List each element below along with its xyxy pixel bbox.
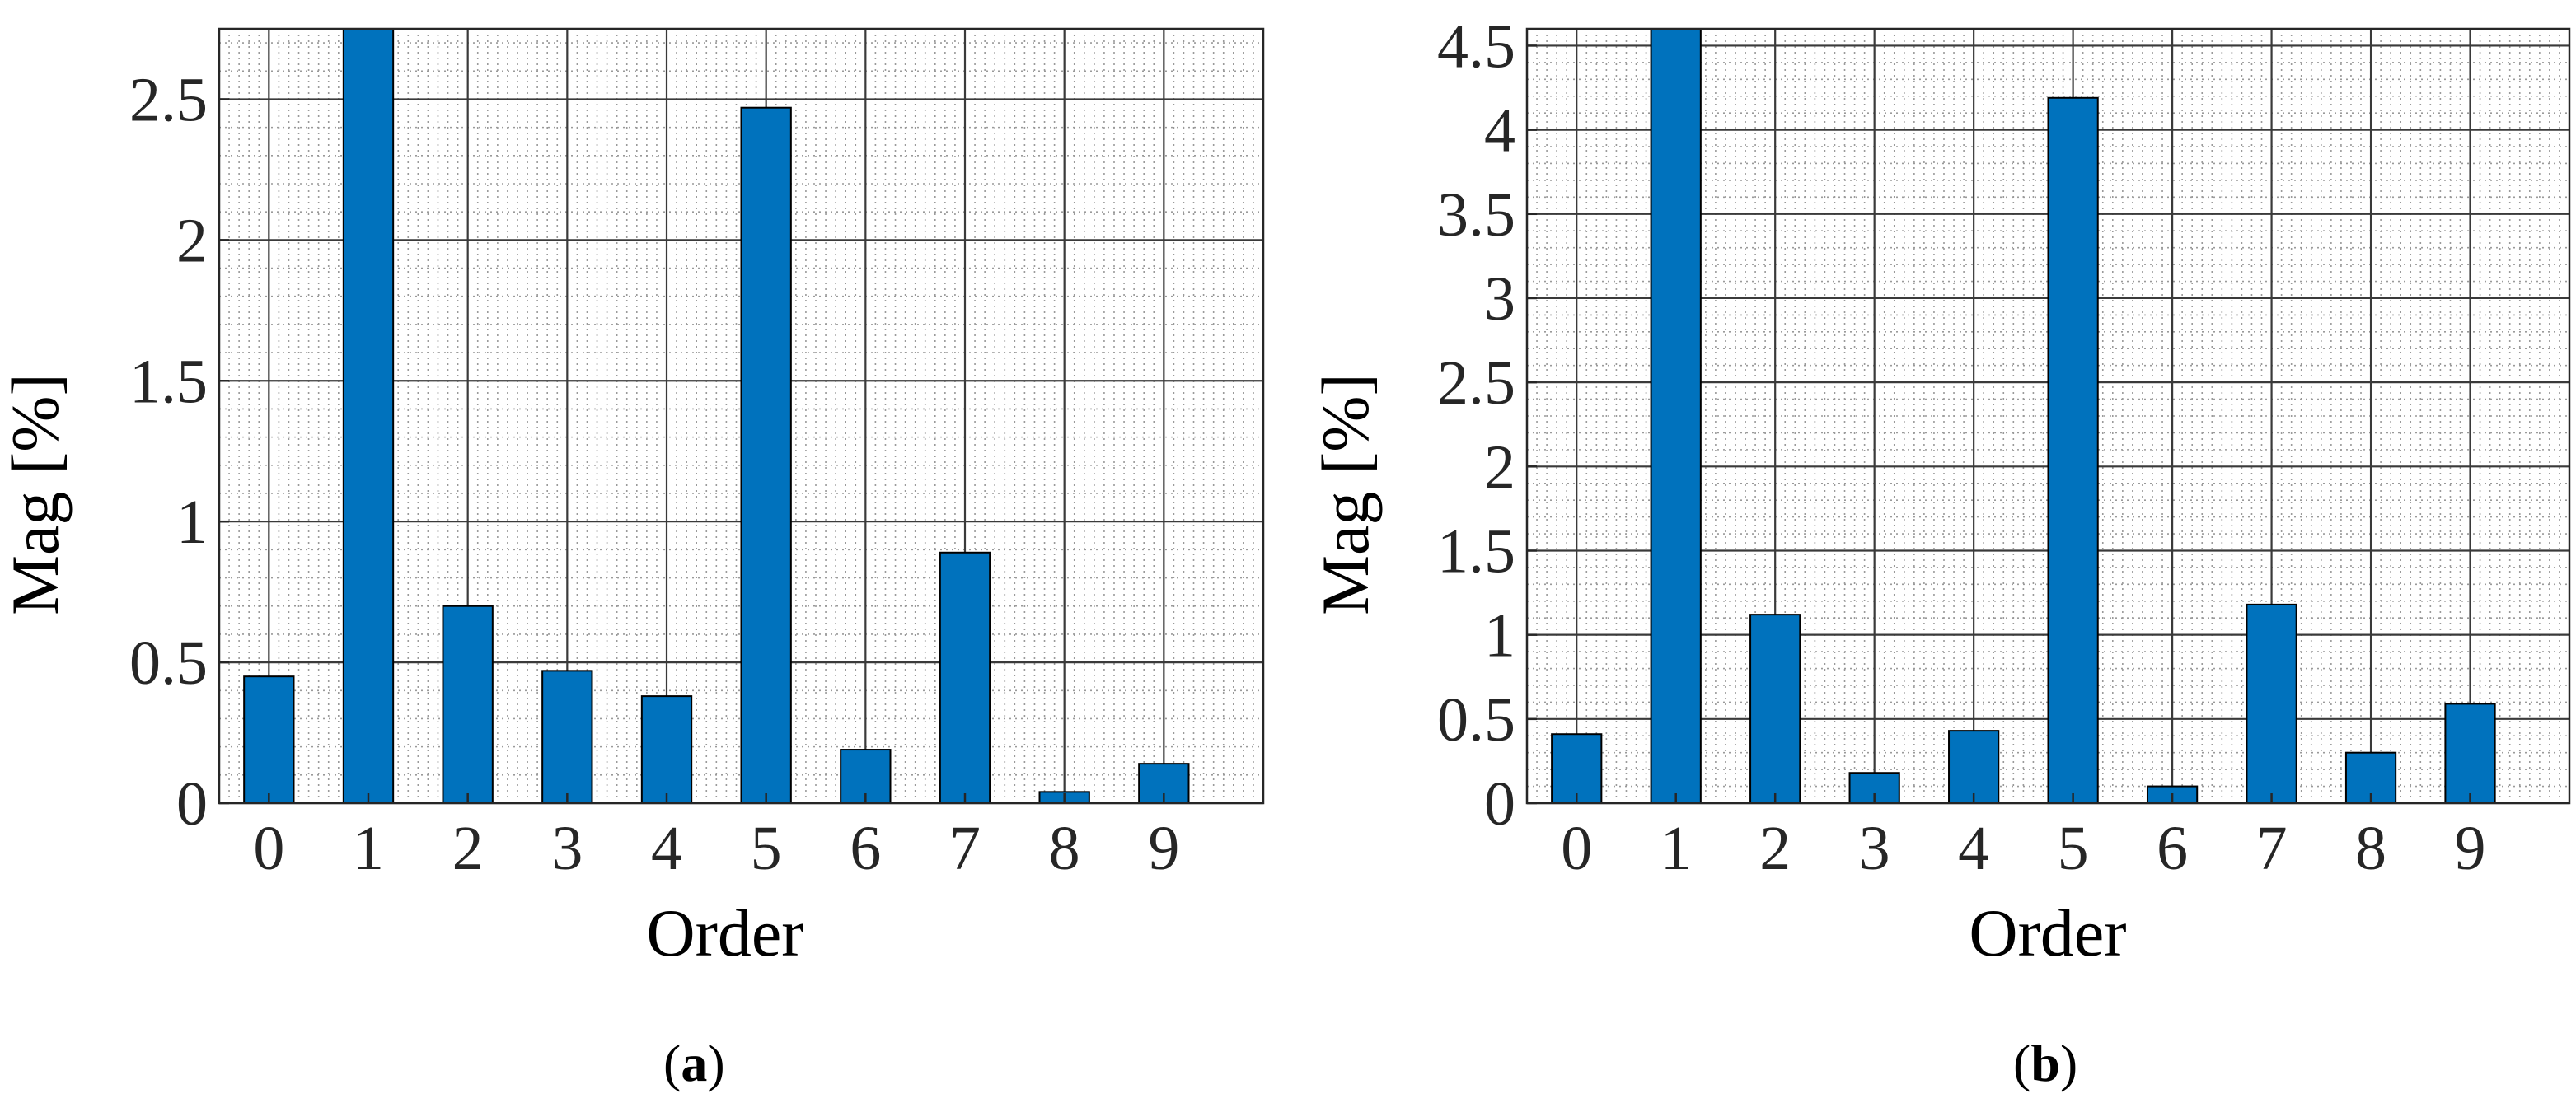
bar-order-1	[1650, 28, 1702, 804]
caption-b: (b)	[2013, 1034, 2077, 1092]
xtick-label: 6	[850, 814, 881, 883]
bar-order-7	[939, 551, 991, 804]
bars	[243, 28, 1190, 805]
bars	[1551, 28, 2496, 805]
xtick-label: 9	[2455, 814, 2486, 883]
xtick-label: 4	[651, 814, 682, 883]
xtick-label: 3	[1859, 814, 1890, 883]
xtick-label: 2	[452, 814, 484, 883]
bar-order-7	[2246, 603, 2297, 804]
xtick-label: 5	[751, 814, 782, 883]
bar-order-2	[442, 605, 494, 805]
ytick-label: 1.5	[129, 347, 208, 416]
bar-order-3	[541, 670, 593, 804]
chart-b: 00.511.522.533.544.50 1 2 3 4 5 6 7 8 9 Order Mag…	[1308, 12, 2571, 1092]
caption-a: (a)	[663, 1034, 725, 1092]
ytick-label: 0.5	[1437, 685, 1515, 755]
plot-area-a: 00.511.522.50 1 2 3 4 5 6 7 8 9	[129, 27, 1265, 883]
ytick-label: 2.5	[129, 65, 208, 134]
caption-letter-b: b	[2030, 1034, 2060, 1092]
bar-order-4	[1948, 730, 2000, 804]
xtick-label: 7	[2256, 814, 2288, 883]
xtick-label: 2	[1759, 814, 1791, 883]
xtick-label: 7	[949, 814, 981, 883]
xtick-label: 0	[253, 814, 284, 883]
ylabel-a: Mag [%]	[0, 373, 73, 615]
plot-area-b: 00.511.522.533.544.50 1 2 3 4 5 6 7 8 9	[1437, 12, 2571, 883]
ytick-label: 2	[1484, 432, 1515, 502]
axes-box	[218, 27, 1265, 805]
bar-order-4	[640, 695, 693, 804]
bar-order-0	[243, 675, 295, 804]
caption-letter-a: a	[681, 1034, 707, 1092]
bar-order-1	[342, 28, 395, 804]
ylabel-b: Mag [%]	[1308, 373, 1383, 615]
ytick-label: 2	[176, 206, 208, 275]
ytick-label: 0	[176, 769, 208, 839]
ytick-label: 3.5	[1437, 180, 1515, 250]
ytick-label: 1	[1484, 601, 1515, 671]
xtick-label: 0	[1561, 814, 1592, 883]
xtick-label: 1	[1660, 814, 1692, 883]
bar-order-0	[1551, 733, 1603, 805]
ytick-label: 4	[1484, 96, 1515, 166]
xlabel-a: Order	[646, 895, 803, 970]
ytick-label: 1	[176, 488, 208, 557]
ytick-label: 0	[1484, 769, 1515, 839]
xtick-label: 8	[2355, 814, 2386, 883]
xtick-label: 3	[551, 814, 583, 883]
xtick-label: 1	[353, 814, 384, 883]
xtick-label: 9	[1148, 814, 1179, 883]
xtick-label: 5	[2058, 814, 2089, 883]
bar-order-9	[2444, 703, 2496, 804]
ytick-label: 0.5	[129, 629, 208, 698]
bar-order-5	[2047, 96, 2099, 805]
xtick-label: 6	[2157, 814, 2188, 883]
ytick-label: 1.5	[1437, 516, 1515, 586]
bar-order-5	[740, 106, 792, 804]
axes-box	[1525, 27, 2571, 805]
bar-order-2	[1749, 614, 1801, 804]
xtick-label: 4	[1958, 814, 1989, 883]
ytick-label: 4.5	[1437, 12, 1515, 81]
chart-a: 00.511.522.50 1 2 3 4 5 6 7 8 9 Order Mag [%] (a)	[0, 27, 1265, 1092]
xlabel-b: Order	[1969, 895, 2126, 970]
ytick-label: 3	[1484, 264, 1515, 334]
ytick-label: 2.5	[1437, 348, 1515, 418]
xtick-label: 8	[1049, 814, 1080, 883]
